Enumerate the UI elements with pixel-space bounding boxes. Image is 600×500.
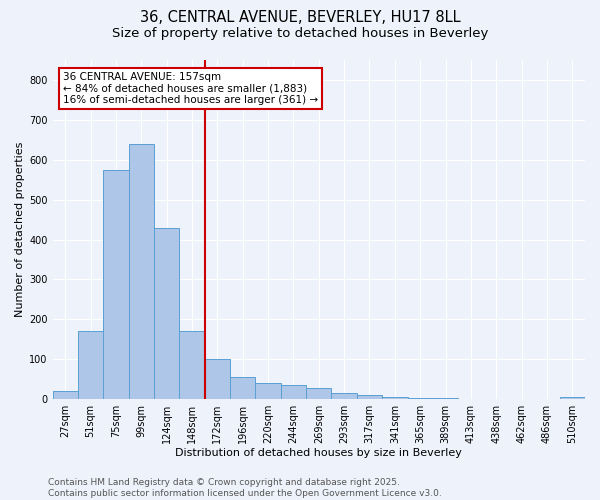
- Bar: [306, 388, 331, 399]
- Y-axis label: Number of detached properties: Number of detached properties: [15, 142, 25, 317]
- Bar: [179, 332, 205, 399]
- Text: 36, CENTRAL AVENUE, BEVERLEY, HU17 8LL: 36, CENTRAL AVENUE, BEVERLEY, HU17 8LL: [140, 10, 460, 25]
- Bar: [103, 170, 128, 399]
- Bar: [382, 397, 407, 399]
- Bar: [433, 398, 458, 399]
- Bar: [407, 398, 433, 399]
- Bar: [230, 377, 256, 399]
- Text: 36 CENTRAL AVENUE: 157sqm
← 84% of detached houses are smaller (1,883)
16% of se: 36 CENTRAL AVENUE: 157sqm ← 84% of detac…: [63, 72, 319, 105]
- Text: Contains HM Land Registry data © Crown copyright and database right 2025.
Contai: Contains HM Land Registry data © Crown c…: [48, 478, 442, 498]
- Bar: [331, 393, 357, 399]
- Bar: [560, 397, 585, 399]
- Bar: [78, 332, 103, 399]
- X-axis label: Distribution of detached houses by size in Beverley: Distribution of detached houses by size …: [175, 448, 462, 458]
- Bar: [256, 383, 281, 399]
- Bar: [281, 385, 306, 399]
- Bar: [154, 228, 179, 399]
- Text: Size of property relative to detached houses in Beverley: Size of property relative to detached ho…: [112, 28, 488, 40]
- Bar: [357, 395, 382, 399]
- Bar: [53, 391, 78, 399]
- Bar: [205, 359, 230, 399]
- Bar: [128, 144, 154, 399]
